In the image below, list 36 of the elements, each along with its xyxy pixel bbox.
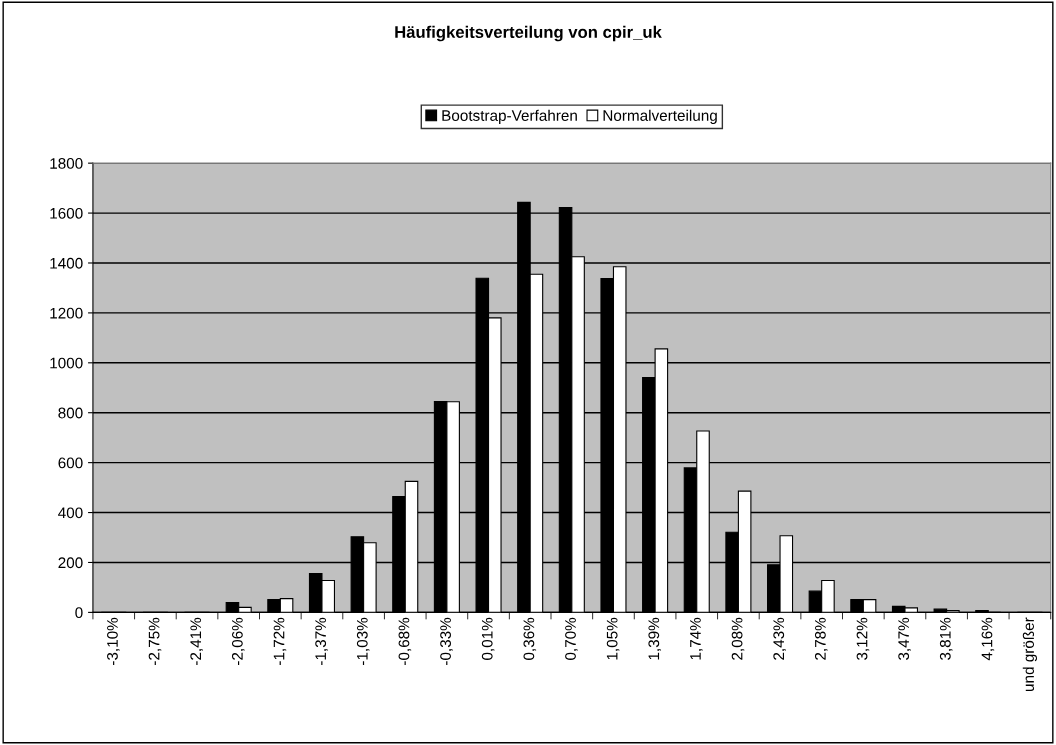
x-tick-label: -2,06% — [231, 617, 245, 665]
y-tick-label: 1800 — [50, 158, 83, 169]
x-tick-label: 4,16% — [981, 617, 995, 661]
x-tick-label: -0,68% — [398, 617, 412, 665]
y-tick-label: 0 — [75, 607, 83, 619]
legend-label: Normalverteilung — [603, 109, 717, 124]
y-tick-label: 1600 — [50, 207, 83, 219]
x-tick-label: 2,08% — [731, 617, 745, 660]
x-tick-label: -0,33% — [440, 617, 453, 665]
x-tick-label: 1,39% — [648, 617, 662, 660]
x-tick-label: 2,78% — [814, 617, 828, 660]
x-tick-label: -2,41% — [190, 617, 203, 665]
x-tick-label: 3,12% — [856, 617, 870, 660]
x-tick-label: 1,05% — [606, 617, 620, 660]
x-tick-label: 1,74% — [690, 617, 703, 660]
legend-label: Bootstrap-Verfahren — [442, 109, 577, 124]
x-tick-label: 0,36% — [523, 617, 537, 660]
x-tick-label: -1,03% — [356, 617, 370, 665]
x-tick-label: -3,10% — [107, 617, 120, 665]
x-tick-label: und größer — [1022, 617, 1038, 691]
x-tick-label: 2,43% — [773, 617, 786, 660]
x-tick-label: 3,81% — [939, 617, 953, 660]
x-tick-label: -2,75% — [148, 617, 162, 665]
y-tick-label: 400 — [58, 507, 83, 519]
x-tick-label: 0,01% — [481, 617, 495, 660]
y-tick-label: 200 — [58, 557, 83, 569]
y-tick-label: 800 — [58, 407, 83, 419]
y-tick-label: 600 — [58, 457, 83, 469]
x-tick-label: 3,47% — [898, 617, 911, 660]
x-tick-label: -1,72% — [273, 617, 287, 665]
y-tick-label: 1000 — [50, 357, 83, 369]
chart-title: Häufigkeitsverteilung von cpir_uk — [395, 25, 662, 42]
x-tick-label: 0,70% — [565, 617, 578, 660]
y-tick-label: 1400 — [50, 257, 83, 269]
x-tick-label: -1,37% — [315, 617, 328, 665]
y-tick-label: 1200 — [50, 307, 83, 319]
